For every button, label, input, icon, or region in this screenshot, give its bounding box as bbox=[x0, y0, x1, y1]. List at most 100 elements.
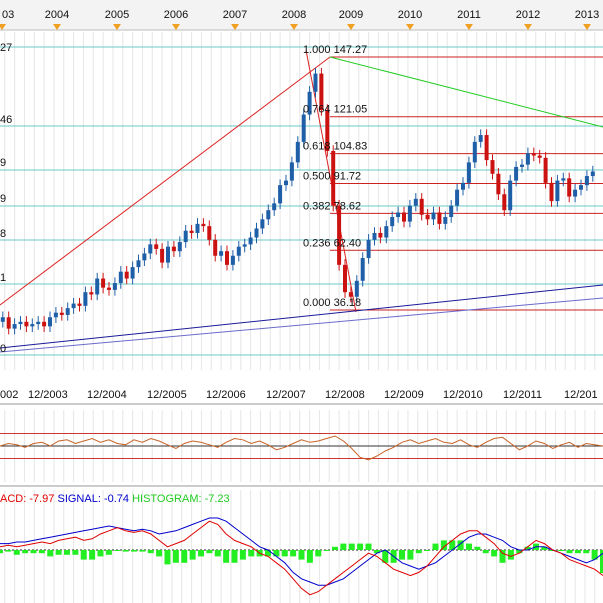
macd-legend: ACD: -7.97 SIGNAL: -0.74 HISTOGRAM: -7.2… bbox=[0, 493, 230, 505]
year-marker-triangle bbox=[113, 24, 121, 30]
histogram-bar bbox=[290, 550, 297, 557]
histogram-bar bbox=[13, 550, 20, 555]
candle-body bbox=[325, 109, 330, 151]
year-label: 2005 bbox=[105, 9, 129, 21]
candlestick-series bbox=[0, 67, 595, 335]
support-line-blue-2 bbox=[0, 297, 603, 353]
candle-body bbox=[584, 176, 589, 186]
candle-body bbox=[65, 308, 70, 315]
candle-body bbox=[525, 153, 530, 165]
date-axis-bg bbox=[0, 370, 603, 403]
candle-body bbox=[443, 217, 448, 224]
price-axis-label: 8 bbox=[0, 228, 6, 240]
support-line-blue bbox=[0, 284, 603, 349]
histogram-bar bbox=[340, 543, 347, 550]
histogram-bar bbox=[332, 546, 338, 550]
candle-body bbox=[331, 150, 336, 206]
candle-body bbox=[502, 194, 507, 211]
histogram-bar bbox=[440, 540, 447, 550]
candle-body bbox=[372, 232, 377, 240]
histogram-bar bbox=[189, 550, 196, 560]
candle-body bbox=[142, 253, 147, 261]
candle-body bbox=[289, 162, 294, 181]
histogram-bar bbox=[298, 550, 305, 560]
candle-body bbox=[36, 321, 41, 325]
candle-body bbox=[266, 210, 271, 220]
candle-body bbox=[148, 244, 153, 254]
date-axis-label: 12/2006 bbox=[206, 389, 246, 401]
candle-body bbox=[437, 212, 442, 224]
candle-body bbox=[30, 324, 35, 327]
histogram-bar bbox=[38, 550, 45, 554]
macd-legend-entry: HISTOGRAM: -7.23 bbox=[129, 493, 230, 505]
candle-body bbox=[366, 239, 371, 259]
date-axis-label: 12/2007 bbox=[266, 389, 306, 401]
histogram-bar bbox=[382, 550, 389, 563]
histogram-bar bbox=[139, 550, 146, 552]
histogram-bar bbox=[466, 543, 472, 550]
histogram-bar bbox=[574, 550, 581, 554]
downtrend-line-red bbox=[305, 49, 357, 313]
candle-body bbox=[573, 189, 578, 197]
candle-body bbox=[537, 155, 542, 158]
candle-body bbox=[419, 198, 424, 215]
vertical-gridlines bbox=[0, 32, 603, 370]
histogram-bar bbox=[365, 543, 372, 550]
candle-body bbox=[384, 226, 389, 238]
candle-body bbox=[53, 312, 58, 318]
year-strip-bg bbox=[0, 0, 603, 30]
histogram-bar bbox=[507, 550, 514, 560]
candle-body bbox=[378, 232, 383, 238]
year-marker-triangle bbox=[172, 24, 180, 30]
candle-body bbox=[160, 248, 165, 263]
histogram-bar bbox=[223, 550, 230, 563]
candle-body bbox=[89, 292, 94, 295]
histogram-bar bbox=[482, 550, 489, 554]
candle-body bbox=[508, 180, 513, 211]
candle-body bbox=[177, 242, 182, 252]
histogram-bar bbox=[600, 550, 603, 574]
candle-body bbox=[307, 91, 312, 115]
candle-body bbox=[107, 287, 111, 290]
candle-body bbox=[124, 271, 129, 279]
date-axis-label: 12/2010 bbox=[443, 389, 483, 401]
histogram-bar bbox=[306, 550, 313, 563]
histogram-bar bbox=[499, 550, 506, 563]
candle-body bbox=[543, 157, 548, 183]
year-marker-triangle bbox=[53, 24, 61, 30]
candle-body bbox=[213, 239, 218, 256]
histogram-bar bbox=[541, 546, 548, 550]
uptrend-line-red bbox=[0, 56, 331, 306]
year-label: 2011 bbox=[457, 9, 481, 21]
histogram-bar bbox=[131, 550, 137, 552]
candle-body bbox=[83, 292, 88, 306]
candle-body bbox=[207, 226, 212, 240]
candle-body bbox=[48, 317, 52, 327]
candle-body bbox=[272, 203, 277, 211]
histogram-bar bbox=[248, 550, 255, 557]
candle-body bbox=[360, 258, 365, 281]
candle-body bbox=[189, 230, 194, 233]
histogram-bar bbox=[231, 550, 238, 563]
date-axis-label: 12/201 bbox=[564, 389, 598, 401]
candle-body bbox=[555, 180, 560, 202]
histogram-bar bbox=[105, 550, 112, 555]
year-marker-triangle bbox=[0, 24, 6, 30]
histogram-bar bbox=[323, 550, 330, 551]
candle-body bbox=[171, 246, 176, 252]
candle-body bbox=[154, 244, 159, 249]
histogram-bar bbox=[474, 546, 481, 550]
fibonacci-level-label: 1.000 147.27 bbox=[303, 44, 367, 56]
year-strip: 03 2004 2005 2006 2007 2008 2009 2010 2011 2012 20… bbox=[0, 0, 603, 31]
candle-body bbox=[118, 271, 123, 284]
price-axis-label: 1 bbox=[0, 272, 6, 284]
macd-legend-text: ACD: -7.97 SIGNAL: -0.74 HISTOGRAM: -7.2… bbox=[0, 493, 230, 505]
histogram-bar bbox=[348, 543, 355, 550]
histogram-bar bbox=[424, 550, 431, 551]
date-axis-label: 12/2003 bbox=[28, 389, 68, 401]
resistance-line-green bbox=[329, 56, 603, 128]
candle-body bbox=[490, 160, 495, 174]
candle-body bbox=[101, 278, 106, 288]
year-marker-triangle bbox=[290, 24, 298, 30]
candle-body bbox=[337, 205, 342, 265]
